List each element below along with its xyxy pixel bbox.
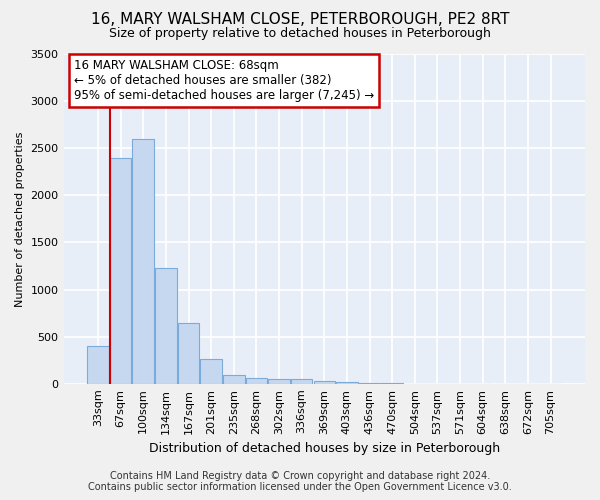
Bar [359, 383, 380, 384]
Bar [110, 158, 131, 384]
Bar [268, 378, 290, 384]
Text: Size of property relative to detached houses in Peterborough: Size of property relative to detached ho… [109, 28, 491, 40]
Bar [223, 376, 245, 384]
Bar [133, 139, 154, 384]
Bar [87, 346, 109, 384]
Text: 16 MARY WALSHAM CLOSE: 68sqm
← 5% of detached houses are smaller (382)
95% of se: 16 MARY WALSHAM CLOSE: 68sqm ← 5% of det… [74, 59, 374, 102]
Bar [155, 268, 176, 384]
Text: Contains HM Land Registry data © Crown copyright and database right 2024.
Contai: Contains HM Land Registry data © Crown c… [88, 471, 512, 492]
Bar [291, 379, 313, 384]
Bar [314, 381, 335, 384]
Bar [336, 382, 358, 384]
X-axis label: Distribution of detached houses by size in Peterborough: Distribution of detached houses by size … [149, 442, 500, 455]
Text: 16, MARY WALSHAM CLOSE, PETERBOROUGH, PE2 8RT: 16, MARY WALSHAM CLOSE, PETERBOROUGH, PE… [91, 12, 509, 28]
Bar [245, 378, 267, 384]
Y-axis label: Number of detached properties: Number of detached properties [15, 131, 25, 306]
Bar [200, 360, 222, 384]
Bar [178, 324, 199, 384]
